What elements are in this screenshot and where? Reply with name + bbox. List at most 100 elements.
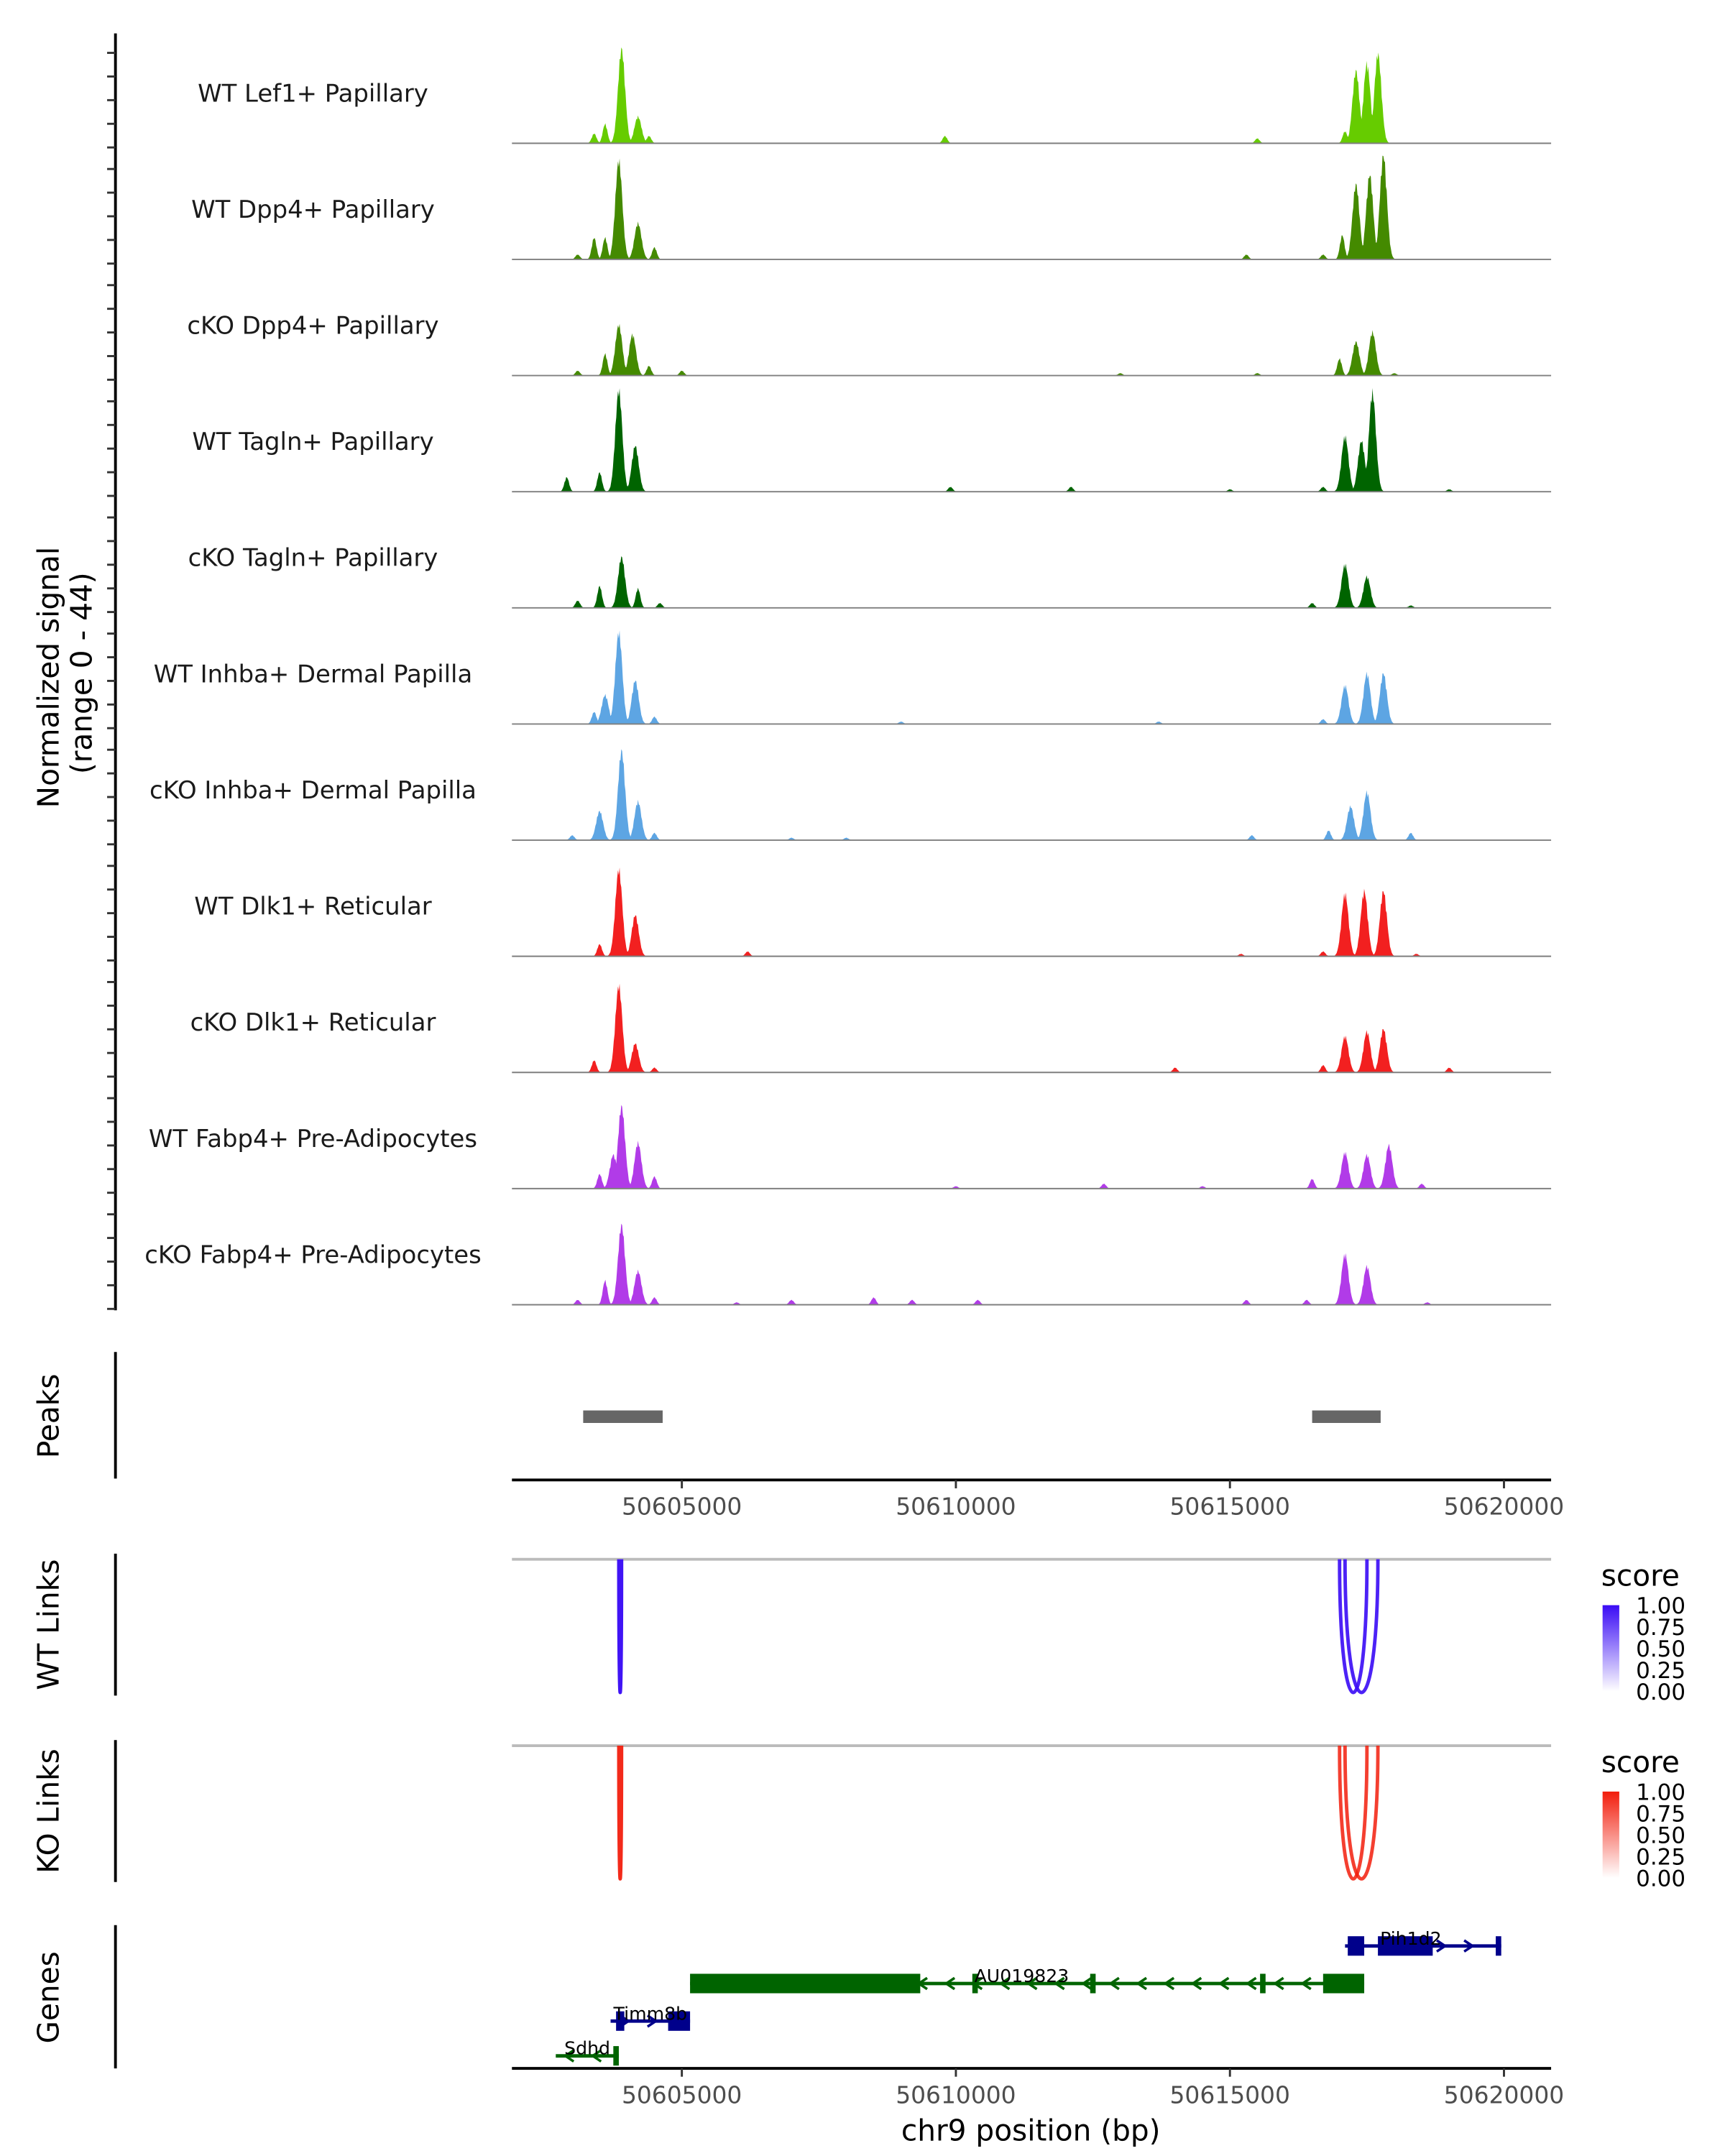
strand-arrow-icon bbox=[1245, 1976, 1257, 1991]
gene-model: Pih1d2 bbox=[1345, 1928, 1501, 1956]
coverage-track: WT Fabp4+ Pre-Adipocytes bbox=[149, 1105, 1552, 1189]
legend-tick-label: 0.00 bbox=[1636, 1680, 1685, 1705]
strand-arrow-icon bbox=[1053, 1976, 1065, 1991]
peaks-panel: Peaks 50605000 50610000 50615000 50620000 bbox=[31, 1352, 1564, 1521]
gene-name-label: Timm8b bbox=[613, 2003, 688, 2024]
legend-tick-label: 0.50 bbox=[1636, 1823, 1685, 1849]
track-label: WT Tagln+ Papillary bbox=[192, 428, 433, 456]
coverage-track: cKO Fabp4+ Pre-Adipocytes bbox=[144, 1223, 1552, 1306]
coverage-area bbox=[512, 155, 1552, 259]
legend-colorbar bbox=[1602, 1605, 1619, 1692]
track-label: cKO Dlk1+ Reticular bbox=[190, 1008, 436, 1036]
coverage-y-axis: Normalized signal (range 0 - 44) bbox=[31, 33, 117, 1311]
legend-tick-label: 1.00 bbox=[1636, 1593, 1685, 1619]
gene-exon bbox=[668, 2011, 691, 2031]
coverage-area bbox=[512, 983, 1552, 1073]
strand-arrow-icon bbox=[646, 2014, 658, 2028]
link-arc bbox=[1343, 1746, 1380, 1881]
coverage-ylabel-line1: Normalized signal bbox=[31, 547, 65, 808]
track-label: WT Dpp4+ Papillary bbox=[191, 195, 435, 224]
legend-tick-label: 1.00 bbox=[1636, 1780, 1685, 1806]
strand-arrow-icon bbox=[1163, 1976, 1175, 1991]
coverage-area bbox=[512, 47, 1552, 144]
track-label: cKO Dpp4+ Papillary bbox=[187, 312, 438, 340]
gene-exon bbox=[1378, 1936, 1433, 1956]
track-label: WT Lef1+ Papillary bbox=[198, 79, 428, 107]
strand-arrow-icon bbox=[1080, 1976, 1092, 1991]
gene-exon bbox=[1322, 1973, 1365, 1994]
gene-name-label: AU019823 bbox=[975, 1966, 1070, 1986]
coverage-area bbox=[512, 323, 1552, 376]
strand-arrow-icon bbox=[1190, 1976, 1202, 1991]
x-tick-label: 50610000 bbox=[896, 1493, 1016, 1521]
strand-arrow-icon bbox=[1463, 1939, 1475, 1953]
x-axis-title: chr9 position (bp) bbox=[901, 2114, 1161, 2148]
coverage-track: cKO Dpp4+ Papillary bbox=[187, 312, 1552, 377]
coverage-track: WT Inhba+ Dermal Papilla bbox=[154, 630, 1552, 725]
coverage-track: WT Tagln+ Papillary bbox=[192, 388, 1552, 493]
track-label: WT Fabp4+ Pre-Adipocytes bbox=[149, 1125, 477, 1153]
coverage-area bbox=[512, 1223, 1552, 1305]
coverage-tracks: WT Lef1+ Papillary WT Dpp4+ Papillary cKO … bbox=[144, 47, 1552, 1306]
strand-arrow-icon bbox=[1026, 1976, 1038, 1991]
strand-arrow-icon bbox=[998, 1976, 1011, 1991]
gene-exon bbox=[1090, 1973, 1096, 1994]
strand-arrow-icon bbox=[944, 1976, 956, 1991]
peak-region bbox=[583, 1410, 663, 1423]
x-tick-label: 50605000 bbox=[622, 2081, 742, 2109]
gene-model: Sdhd bbox=[556, 2038, 619, 2066]
legend-tick-label: 0.25 bbox=[1636, 1658, 1685, 1684]
strand-arrow-icon bbox=[1136, 1976, 1147, 1991]
track-label: cKO Tagln+ Papillary bbox=[188, 544, 438, 572]
strand-arrow-icon bbox=[563, 2049, 575, 2063]
coverage-area bbox=[512, 1105, 1552, 1189]
track-label: WT Dlk1+ Reticular bbox=[194, 893, 431, 921]
link-arc bbox=[1343, 1559, 1380, 1695]
coverage-area bbox=[512, 556, 1552, 608]
coverage-area bbox=[512, 749, 1552, 841]
coverage-track: WT Lef1+ Papillary bbox=[198, 47, 1552, 144]
strand-arrow-icon bbox=[1108, 1976, 1120, 1991]
strand-arrow-icon bbox=[1436, 1939, 1448, 1953]
genes-label: Genes bbox=[31, 1951, 65, 2043]
strand-arrow-icon bbox=[1272, 1976, 1284, 1991]
gene-name-label: Pih1d2 bbox=[1380, 1928, 1442, 1949]
coverage-track: cKO Dlk1+ Reticular bbox=[190, 983, 1552, 1074]
gene-exon bbox=[690, 1973, 921, 1994]
coverage-area bbox=[512, 867, 1552, 957]
link-arc bbox=[1338, 1559, 1369, 1695]
x-tick-label: 50615000 bbox=[1169, 2081, 1289, 2109]
gene-name-label: Sdhd bbox=[564, 2038, 610, 2059]
gene-exon bbox=[972, 1973, 978, 1994]
track-label: cKO Inhba+ Dermal Papilla bbox=[150, 776, 477, 804]
link-arc bbox=[617, 1559, 624, 1695]
coverage-track: cKO Tagln+ Papillary bbox=[188, 544, 1552, 609]
legend-colorbar bbox=[1602, 1791, 1619, 1878]
gene-model: Timm8b bbox=[610, 2003, 691, 2031]
gene-exon bbox=[616, 2011, 625, 2031]
coverage-ylabel-line2: (range 0 - 44) bbox=[65, 572, 99, 774]
peak-region bbox=[1312, 1410, 1381, 1423]
legend-title: score bbox=[1601, 1558, 1680, 1593]
gene-exon bbox=[613, 2046, 619, 2066]
x-tick-label: 50605000 bbox=[622, 1493, 742, 1521]
strand-arrow-icon bbox=[1218, 1976, 1230, 1991]
links-label: WT Links bbox=[31, 1560, 65, 1690]
coverage-area bbox=[512, 388, 1552, 492]
link-arc bbox=[617, 1746, 624, 1881]
track-label: WT Inhba+ Dermal Papilla bbox=[154, 660, 472, 688]
gene-exon bbox=[1496, 1936, 1501, 1956]
gene-exon bbox=[1260, 1973, 1266, 1994]
x-tick-label: 50610000 bbox=[896, 2081, 1016, 2109]
coverage-area bbox=[512, 630, 1552, 724]
gene-model: AU019823 bbox=[690, 1966, 1365, 1994]
peaks-label: Peaks bbox=[31, 1374, 65, 1459]
coverage-track: cKO Inhba+ Dermal Papilla bbox=[150, 749, 1552, 841]
legend-tick-label: 0.75 bbox=[1636, 1802, 1685, 1828]
gene-exon bbox=[1348, 1936, 1365, 1956]
links-label: KO Links bbox=[31, 1749, 65, 1874]
